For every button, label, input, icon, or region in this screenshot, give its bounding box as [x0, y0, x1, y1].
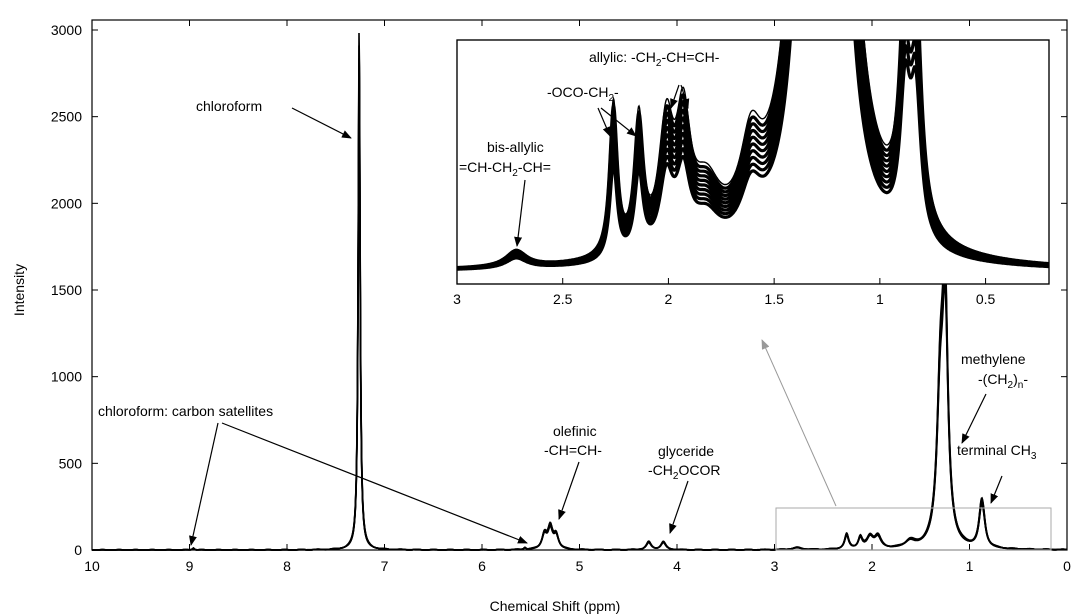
x-tick-label: 6 [478, 558, 486, 574]
y-tick-label: 2000 [51, 195, 82, 211]
x-tick-label: 1 [966, 558, 974, 574]
x-tick-label: 5 [576, 558, 584, 574]
x-tick-label: 4 [673, 558, 681, 574]
annotations-main: chloroform chloroform: carbon satellites… [98, 98, 1037, 546]
main-y-axis-ticks: 0 500 1000 1500 2000 2500 3000 [51, 22, 1067, 558]
arrow-olefinic [558, 461, 580, 520]
arrow-allylic-2 [680, 84, 690, 109]
x-tick-label: 8 [283, 558, 291, 574]
annotation-glyceride-line2: -CH2OCOR [648, 462, 720, 482]
main-x-axis-ticks: 10 9 8 7 6 5 4 3 2 1 0 [84, 20, 1071, 574]
annotation-oco-ch2: -OCO-CH2- [547, 84, 619, 104]
arrow-satellite-right [221, 422, 528, 544]
x-tick-label: 7 [381, 558, 389, 574]
annotation-carbon-satellites: chloroform: carbon satellites [98, 403, 273, 419]
y-tick-label: 1500 [51, 282, 82, 298]
x-tick-label: 2 [868, 558, 876, 574]
y-tick-label: 3000 [51, 22, 82, 38]
inset-x-tick-label: 0.5 [976, 291, 996, 307]
annotations-inset: allylic: -CH2-CH=CH- -OCO-CH2- bis-allyl… [459, 49, 720, 247]
annotation-olefinic-line1: olefinic [553, 423, 597, 439]
arrow-oco-1 [597, 107, 611, 137]
inset-x-tick-label: 2 [665, 291, 673, 307]
y-tick-label: 0 [74, 542, 82, 558]
arrow-satellite-left [189, 422, 219, 546]
annotation-methylene-line2: -(CH2)n- [978, 371, 1028, 391]
inset-x-tick-label: 2.5 [553, 291, 573, 307]
annotation-chloroform: chloroform [196, 98, 262, 114]
x-tick-label: 0 [1063, 558, 1071, 574]
zoom-region-box [775, 507, 1052, 551]
annotation-bis-allylic-line2: =CH-CH2-CH= [459, 159, 551, 179]
annotation-glyceride-line1: glyceride [658, 443, 714, 459]
arrow-allylic-1 [670, 84, 680, 109]
arrow-glyceride [669, 480, 689, 534]
y-tick-label: 2500 [51, 109, 82, 125]
arrow-terminal-ch3 [990, 475, 1003, 504]
arrow-oco-2 [600, 107, 637, 137]
x-tick-label: 3 [771, 558, 779, 574]
inset-spectrum-trace [457, 40, 1049, 269]
arrow-chloroform [291, 107, 352, 139]
arrow-methylene [961, 393, 987, 444]
x-axis-title: Chemical Shift (ppm) [490, 598, 621, 614]
inset-frame [456, 39, 1050, 285]
annotation-olefinic-line2: -CH=CH- [544, 442, 602, 458]
y-axis-title: Intensity [11, 264, 27, 316]
y-tick-label: 1000 [51, 369, 82, 385]
y-tick-label: 500 [59, 455, 83, 471]
x-tick-label: 9 [186, 558, 194, 574]
annotation-allylic: allylic: -CH2-CH=CH- [589, 49, 720, 69]
annotation-terminal-ch3: terminal CH3 [957, 442, 1037, 462]
x-tick-label: 10 [84, 558, 100, 574]
inset-x-tick-label: 1.5 [764, 291, 784, 307]
inset-x-axis-ticks: 3 2.5 2 1.5 1 0.5 [453, 278, 996, 307]
zoom-connector-arrow [761, 339, 837, 507]
inset-spectrum-traces [457, 40, 1049, 271]
inset-x-tick-label: 1 [876, 291, 884, 307]
arrow-bis-allylic [514, 179, 526, 247]
annotation-bis-allylic-line1: bis-allylic [487, 139, 544, 155]
inset-x-tick-label: 3 [453, 291, 461, 307]
annotation-methylene-line1: methylene [961, 351, 1026, 367]
